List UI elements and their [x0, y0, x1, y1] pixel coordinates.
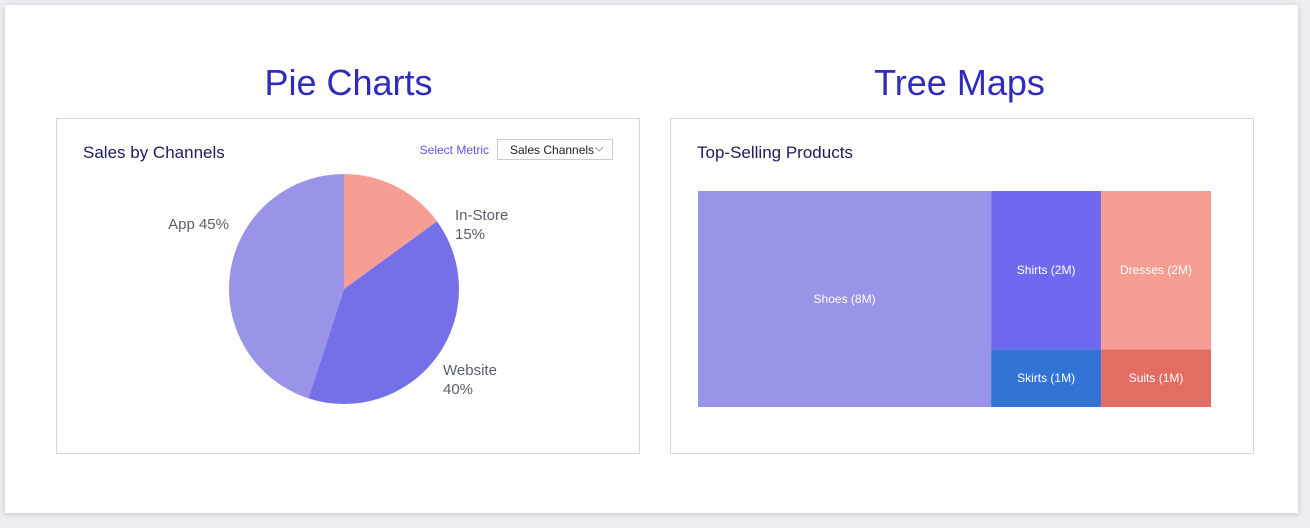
chevron-down-icon	[594, 146, 604, 152]
treemap-label-shoes: Shoes (8M)	[814, 292, 876, 306]
pie-label-in-store: In-Store	[455, 207, 508, 224]
metric-select-value: Sales Channels	[510, 143, 595, 157]
treemap-cell-dresses[interactable]	[1101, 191, 1211, 350]
page-frame: Pie Charts Tree Maps Sales by Channels S…	[5, 5, 1298, 513]
treemap-chart: Shoes (8M) Shirts (2M) Dresses (2M) Skirts …	[698, 191, 1211, 407]
pie-chart-panel: Sales by Channels Select Metric Sales Ch…	[56, 118, 640, 454]
treemap-cell-skirts[interactable]	[991, 349, 1102, 407]
treemap-panel: Top-Selling Products Shoes (8M) Shirts (2…	[670, 118, 1254, 454]
treemap-section-title: Tree Maps	[874, 62, 1045, 103]
treemap-label-suits: Suits (1M)	[1129, 371, 1184, 385]
select-metric-label: Select Metric	[419, 143, 489, 157]
pie-label-app: App 45%	[168, 216, 229, 233]
pie-label-website: Website	[443, 362, 497, 379]
treemap-title: Top-Selling Products	[697, 143, 853, 162]
pie-section-title: Pie Charts	[264, 62, 433, 103]
treemap-cell-shoes[interactable]	[698, 191, 992, 407]
pie-label-value-website: 40%	[443, 381, 473, 398]
treemap-label-shirts: Shirts (2M)	[1017, 263, 1076, 277]
metric-select-dropdown[interactable]: Sales Channels	[497, 139, 613, 160]
treemap-cell-suits[interactable]	[1101, 349, 1211, 407]
treemap-label-dresses: Dresses (2M)	[1120, 263, 1192, 277]
pie-slice-in-store[interactable]	[344, 174, 438, 289]
treemap-cell-shirts[interactable]	[991, 191, 1102, 350]
pie-slice-website[interactable]	[308, 221, 460, 404]
pie-chart: In-Store 15% Website 40% App 45%	[168, 174, 508, 404]
treemap-label-skirts: Skirts (1M)	[1017, 371, 1075, 385]
pie-label-value-in-store: 15%	[455, 226, 485, 243]
pie-chart-title: Sales by Channels	[83, 143, 225, 162]
pie-slice-app[interactable]	[229, 174, 344, 399]
